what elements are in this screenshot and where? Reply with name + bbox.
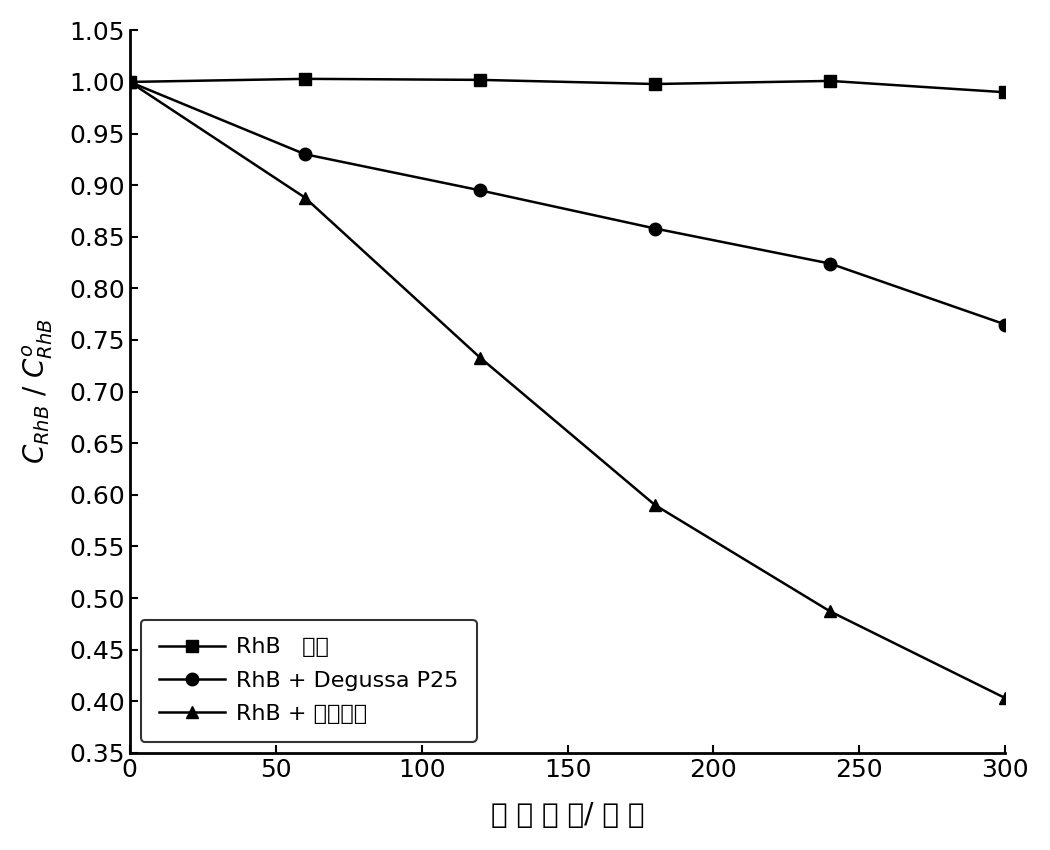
Legend: RhB   空白, RhB + Degussa P25, RhB + 合成样品: RhB 空白, RhB + Degussa P25, RhB + 合成样品: [141, 620, 477, 742]
Line: RhB + Degussa P25: RhB + Degussa P25: [124, 76, 1011, 331]
RhB + 合成样品: [474, 353, 486, 363]
RhB   空白: [298, 74, 311, 84]
RhB + Degussa P25: [474, 185, 486, 196]
RhB + Degussa P25: [649, 224, 662, 234]
RhB + Degussa P25: [999, 320, 1011, 330]
Line: RhB   空白: RhB 空白: [124, 72, 1011, 99]
RhB + Degussa P25: [124, 76, 136, 87]
RhB + Degussa P25: [298, 149, 311, 159]
RhB   空白: [999, 88, 1011, 98]
X-axis label: 光 照 时 间/ 分 钟: 光 照 时 间/ 分 钟: [490, 802, 645, 829]
RhB   空白: [649, 79, 662, 89]
Line: RhB + 合成样品: RhB + 合成样品: [124, 76, 1011, 705]
RhB   空白: [124, 76, 136, 87]
Y-axis label: $C_{RhB}$ / $C_{RhB}^{o}$: $C_{RhB}$ / $C_{RhB}^{o}$: [21, 319, 56, 464]
RhB + 合成样品: [298, 192, 311, 202]
RhB + 合成样品: [999, 693, 1011, 703]
RhB   空白: [474, 75, 486, 85]
RhB + Degussa P25: [824, 258, 837, 269]
RhB   空白: [824, 76, 837, 86]
RhB + 合成样品: [649, 500, 662, 510]
RhB + 合成样品: [824, 606, 837, 616]
RhB + 合成样品: [124, 76, 136, 87]
